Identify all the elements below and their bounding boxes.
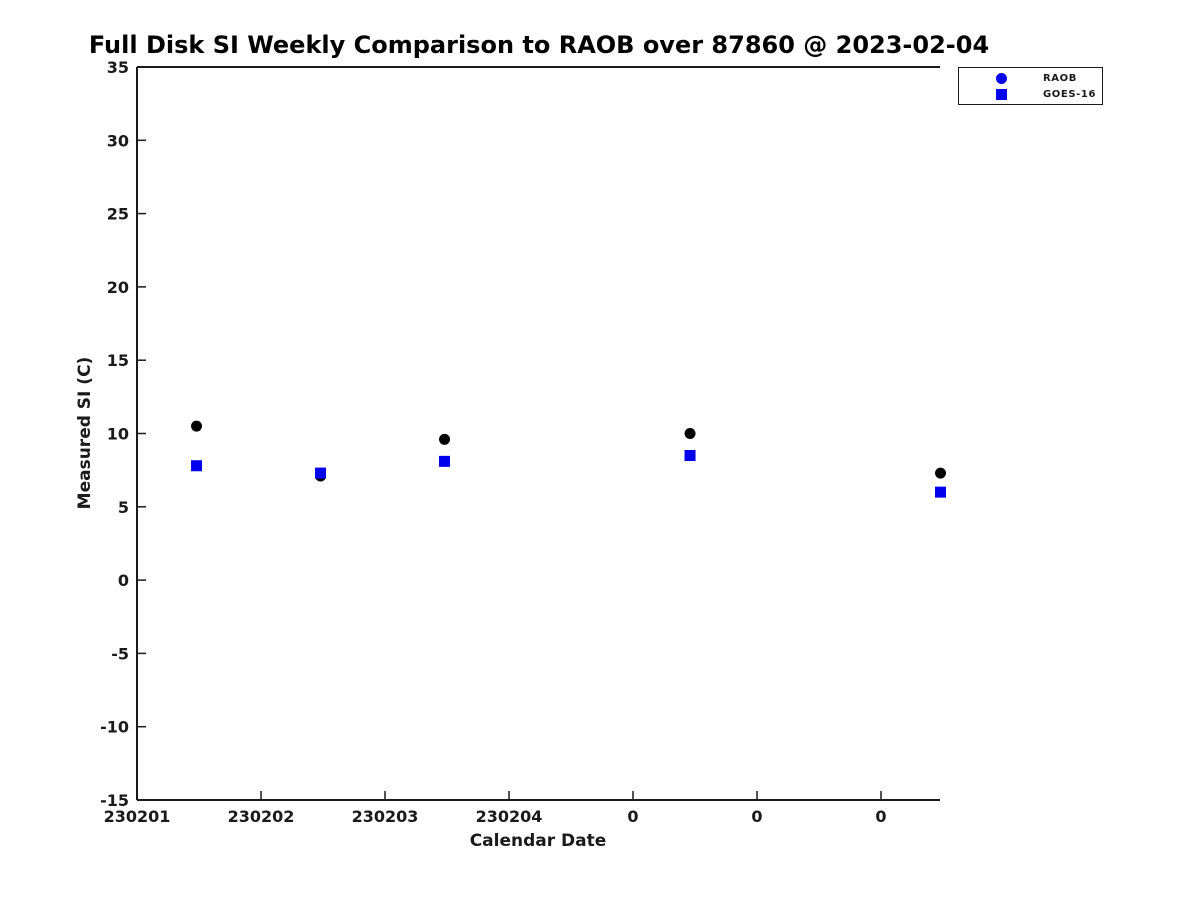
y-tick-label: -5 xyxy=(111,644,129,663)
data-point-raob xyxy=(935,467,947,479)
x-tick-label: 0 xyxy=(875,807,886,826)
data-point-raob xyxy=(684,428,696,439)
data-point-goes-16 xyxy=(191,460,203,472)
legend-marker-cell xyxy=(959,88,1043,100)
legend: RAOB GOES-16 xyxy=(958,67,1103,105)
data-point-raob xyxy=(439,433,451,445)
legend-marker-cell xyxy=(959,72,1043,84)
y-tick-label: 30 xyxy=(107,131,129,150)
x-tick-label: 230202 xyxy=(228,807,295,826)
y-tick-label: 20 xyxy=(107,278,129,297)
data-point-goes-16 xyxy=(315,467,327,479)
y-tick-label: -15 xyxy=(100,791,129,810)
y-tick-label: 15 xyxy=(107,351,129,370)
y-tick-label: 0 xyxy=(118,571,129,590)
goes16-square-icon xyxy=(995,88,1007,100)
y-tick-label: 25 xyxy=(107,205,129,224)
chart-title: Full Disk SI Weekly Comparison to RAOB o… xyxy=(88,31,990,59)
x-tick-label: 0 xyxy=(627,807,638,826)
x-axis-label: Calendar Date xyxy=(469,831,607,851)
y-tick-label: 10 xyxy=(107,425,129,444)
data-point-goes-16 xyxy=(935,486,947,498)
y-tick-label: 35 xyxy=(107,58,129,77)
x-tick-label: 230204 xyxy=(476,807,543,826)
legend-entry-raob: RAOB xyxy=(959,71,1102,86)
y-tick-label: 5 xyxy=(118,498,129,517)
y-axis-label: Measured SI (C) xyxy=(75,356,95,510)
legend-label-goes16: GOES-16 xyxy=(1043,88,1097,100)
legend-label-raob: RAOB xyxy=(1043,72,1077,84)
data-point-raob xyxy=(191,420,203,432)
data-point-goes-16 xyxy=(684,449,696,461)
x-tick-label: 0 xyxy=(751,807,762,826)
x-tick-label: 230201 xyxy=(104,807,171,826)
data-point-goes-16 xyxy=(439,455,451,467)
raob-circle-icon xyxy=(995,72,1007,84)
legend-entry-goes16: GOES-16 xyxy=(959,87,1102,102)
x-tick-label: 230203 xyxy=(352,807,419,826)
y-tick-label: -10 xyxy=(100,718,129,737)
